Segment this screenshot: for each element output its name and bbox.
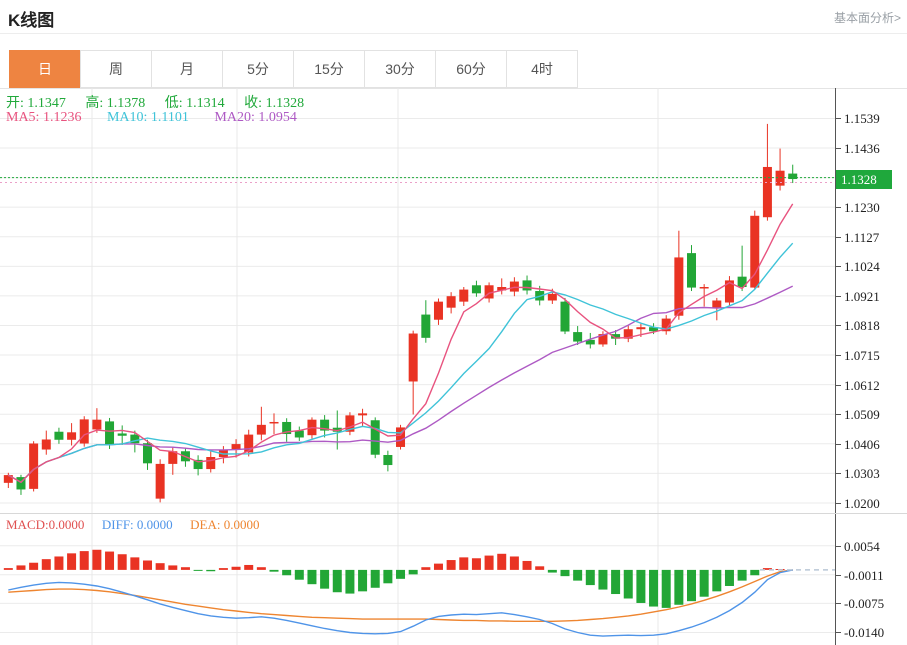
dea-label: DEA: [190,517,221,532]
diff-value: 0.0000 [136,517,173,532]
ma20-value: 1.0954 [258,110,297,125]
price-tick-label: 1.0406 [836,437,880,452]
tab-5分[interactable]: 5分 [222,50,294,88]
current-price-badge: 1.1328 [836,170,892,190]
tab-30分[interactable]: 30分 [364,50,436,88]
ma-legend: MA5: 1.1236 MA10: 1.1101 MA20: 1.0954 [6,110,319,126]
close-label: 收: [244,96,263,111]
tab-60分[interactable]: 60分 [435,50,507,88]
macd-tick-label: -0.0140 [836,625,884,640]
price-tick-label: 1.0509 [836,407,880,422]
header-bar: K线图 基本面分析> [0,0,907,34]
diff-label: DIFF: [101,517,134,532]
price-tick-label: 1.1436 [836,141,880,156]
ma20-label: MA20: [214,110,255,125]
high-label: 高: [85,96,104,111]
macd-axis: 0.0054 -0.0011 -0.0075 -0.0140 [835,514,907,645]
price-tick-label: 1.0818 [836,318,880,333]
tab-月[interactable]: 月 [151,50,223,88]
price-axis: 1.1539 1.1436 1.1230 1.1127 1.1024 1.0921 1.08… [835,88,907,513]
ma5-value: 1.1236 [42,110,82,125]
price-tick-label: 1.0921 [836,289,880,304]
tab-15分[interactable]: 15分 [293,50,365,88]
macd-chart[interactable] [0,514,835,645]
tab-4时[interactable]: 4时 [506,50,578,88]
price-tick-label: 1.1127 [836,230,879,245]
candlestick-chart[interactable] [0,88,835,513]
price-tick-label: 1.0715 [836,348,880,363]
tab-周[interactable]: 周 [80,50,152,88]
price-tick-label: 1.0303 [836,466,880,481]
price-tick-label: 1.0612 [836,378,880,393]
macd-tick-label: 0.0054 [836,539,880,554]
low-label: 低: [164,96,183,111]
ma10-value: 1.1101 [150,110,189,125]
candlestick-panel: 1.1539 1.1436 1.1230 1.1127 1.1024 1.0921 1.08… [0,88,907,513]
ma10-label: MA10: [106,110,148,125]
macd-value: 0.0000 [48,517,85,532]
macd-label: MACD: [6,517,49,532]
open-label: 开: [6,96,24,111]
page-title: K线图 [8,11,55,30]
high-value: 1.1378 [106,96,146,111]
macd-tick-label: -0.0075 [836,596,884,611]
tab-日[interactable]: 日 [9,50,81,88]
price-tick-label: 1.0200 [836,496,880,511]
macd-tick-label: -0.0011 [836,568,884,583]
low-value: 1.1314 [186,96,225,111]
macd-panel: 0.0054 -0.0011 -0.0075 -0.0140 MACD:0.0000 … [0,513,907,645]
ma5-label: MA5: [6,110,40,125]
close-value: 1.1328 [265,96,305,111]
price-tick-label: 1.1024 [836,259,880,274]
fundamental-analysis-link[interactable]: 基本面分析> [833,11,901,25]
open-value: 1.1347 [27,96,66,111]
period-tab-bar: 日周月 5分 15分 30分 60分 4时 [0,50,907,89]
price-tick-label: 1.1230 [836,200,880,215]
macd-legend: MACD:0.0000 DIFF: 0.0000 DEA: 0.0000 [6,517,274,534]
dea-value: 0.0000 [223,517,260,532]
price-tick-label: 1.1539 [836,111,880,126]
period-tabs: 日周月 5分 15分 30分 60分 4时 [9,50,578,88]
ohlc-legend: 开: 1.1347 高: 1.1378 低: 1.1314 收: 1.1328 [6,92,320,112]
